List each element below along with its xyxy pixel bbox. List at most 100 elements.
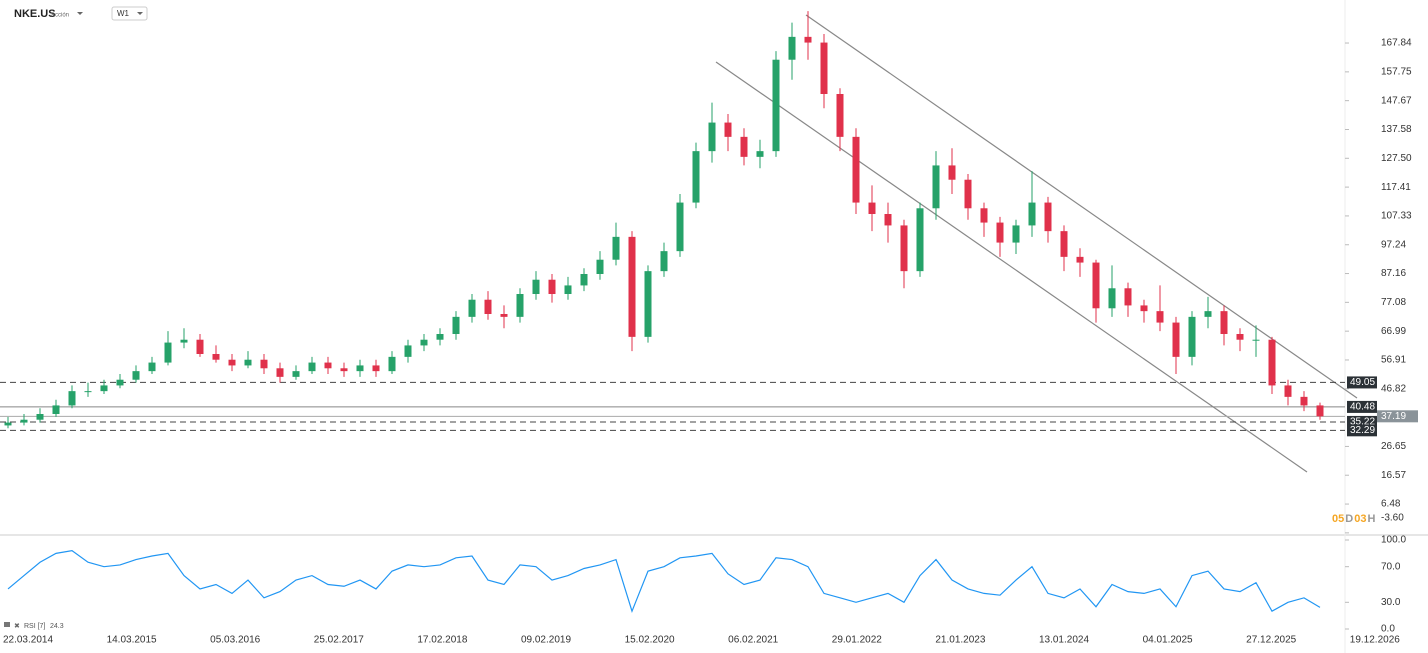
indicator-close[interactable]: ✖ (14, 623, 20, 630)
candle-body (292, 371, 300, 377)
candle-body (132, 371, 140, 380)
candle-body (420, 339, 428, 346)
candle-body (1012, 225, 1020, 243)
level-label: 49.05 (1350, 377, 1375, 388)
candle-body (356, 365, 364, 372)
countdown: 03 (1354, 513, 1366, 525)
candle-body (308, 362, 316, 372)
y-tick-label: 127.50 (1381, 153, 1412, 164)
x-tick-label: 27.12.2025 (1246, 635, 1296, 646)
y-tick-label: 66.99 (1381, 326, 1406, 337)
x-tick-label: 17.02.2018 (417, 635, 467, 646)
timeframe-arrow (137, 12, 143, 15)
candle-body (52, 405, 60, 414)
candle-body (212, 354, 220, 360)
level-label: 32.29 (1350, 425, 1375, 436)
candle-body (596, 259, 604, 274)
candle-body (692, 151, 700, 203)
candle-body (116, 379, 124, 386)
y-tick-label: 26.65 (1381, 441, 1406, 452)
symbol: NKE.US (14, 8, 56, 20)
timeframe: W1 (117, 9, 130, 18)
rsi-tick-label: 30.0 (1381, 597, 1401, 608)
y-tick-label: 77.08 (1381, 297, 1406, 308)
candle-body (1156, 311, 1164, 323)
countdown: D (1345, 513, 1353, 525)
candle-body (644, 271, 652, 337)
level-label-box (1347, 400, 1377, 413)
candle-body (1204, 311, 1212, 317)
symbol-dropdown[interactable] (77, 12, 83, 15)
x-tick-label: 14.03.2015 (107, 635, 157, 646)
y-tick-label: 117.41 (1381, 182, 1411, 193)
x-tick-label: 13.01.2024 (1039, 635, 1089, 646)
y-tick-label: 167.84 (1381, 38, 1412, 49)
candle-body (660, 251, 668, 272)
level-label: 35.22 (1350, 417, 1375, 428)
x-tick-label: 06.02.2021 (728, 635, 778, 646)
candle-body (1268, 339, 1276, 386)
candle-body (340, 368, 348, 372)
candle-body (1316, 405, 1324, 417)
candle-body (676, 202, 684, 252)
candle-body (1252, 339, 1260, 341)
candle-body (884, 214, 892, 226)
candle-body (36, 414, 44, 420)
candle-body (868, 202, 876, 214)
candle-body (484, 299, 492, 314)
candle-body (260, 359, 268, 369)
candle-body (1188, 316, 1196, 357)
rsi-last: 24.3 (50, 623, 64, 630)
rsi-tick-label: 100.0 (1381, 535, 1406, 546)
candle-body (500, 314, 508, 317)
candle-body (1236, 334, 1244, 340)
y-tick-label: 147.67 (1381, 95, 1412, 106)
timeframe-select[interactable] (111, 6, 148, 21)
level-label: 37.19 (1381, 411, 1406, 422)
level-label: 40.48 (1350, 402, 1375, 413)
x-tick-label: 09.02.2019 (521, 635, 571, 646)
candle-body (740, 136, 748, 157)
indicator-icon[interactable] (4, 622, 10, 627)
x-tick-label: 25.02.2017 (314, 635, 364, 646)
y-tick-label: 87.16 (1381, 268, 1406, 279)
y-tick-label: 6.48 (1381, 499, 1401, 510)
candle-body (244, 359, 252, 366)
candle-body (724, 122, 732, 137)
candle-body (980, 208, 988, 223)
x-tick-label: 15.02.2020 (625, 635, 675, 646)
candle-body (436, 334, 444, 340)
candle-body (820, 42, 828, 94)
y-tick-label: 46.82 (1381, 383, 1406, 394)
candle-body (1220, 311, 1228, 334)
candle-body (372, 365, 380, 372)
x-tick-label: 21.01.2023 (935, 635, 985, 646)
candle-body (580, 274, 588, 286)
candle-body (324, 362, 332, 369)
candle-body (68, 391, 76, 406)
trend-line-upper[interactable] (805, 14, 1358, 399)
candle-body (20, 419, 28, 423)
candle-body (1060, 231, 1068, 257)
y-tick-label: 56.91 (1381, 355, 1406, 366)
x-tick-label: 05.03.2016 (210, 635, 260, 646)
candle-body (84, 391, 92, 393)
trend-line-lower[interactable] (715, 61, 1308, 473)
candle-body (948, 165, 956, 180)
candle-body (1124, 288, 1132, 306)
instrument-type: Acción (51, 13, 69, 19)
candle-body (772, 59, 780, 152)
candle-body (516, 294, 524, 317)
rsi-label: RSI [7] (24, 623, 45, 630)
countdown: H (1367, 513, 1375, 525)
candle-body (804, 36, 812, 43)
candle-body (164, 342, 172, 363)
candle-body (1140, 305, 1148, 312)
candle-body (548, 279, 556, 294)
candle-body (1044, 202, 1052, 232)
y-tick-label: 157.75 (1381, 66, 1412, 77)
candle-body (1284, 385, 1292, 397)
candle-body (468, 299, 476, 317)
candle-body (1108, 288, 1116, 309)
